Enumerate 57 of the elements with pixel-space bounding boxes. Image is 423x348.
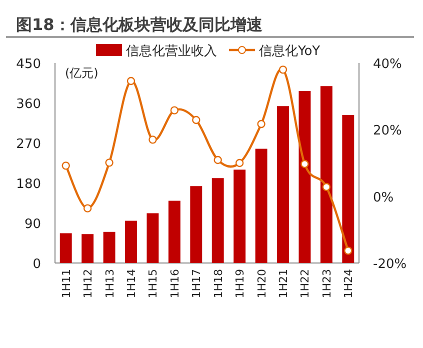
bar: [212, 178, 224, 263]
bar: [234, 170, 246, 263]
x-tick-label: 1H19: [234, 269, 247, 298]
bar: [82, 234, 94, 263]
bar: [103, 232, 116, 263]
y-tick-label: 360: [16, 97, 41, 112]
x-tick-label: 1H21: [277, 269, 290, 298]
y-tick-label: 90: [24, 217, 41, 232]
x-tick-label: 1H23: [320, 269, 334, 298]
point: [126, 76, 136, 86]
y2-tick-label: 40%: [373, 57, 402, 72]
y2-tick-label: -20%: [373, 257, 407, 272]
point: [105, 158, 114, 167]
y2-tick-label: 20%: [373, 124, 402, 139]
y-tick-label: 0: [32, 257, 41, 272]
bar: [146, 213, 159, 263]
y2-tick-label: 0%: [373, 190, 394, 206]
x-tick-label: 1H13: [103, 269, 116, 298]
x-tick-label: 1H15: [146, 269, 160, 298]
bar: [255, 148, 268, 263]
x-tick-label: 1H24: [342, 269, 356, 298]
point: [214, 156, 222, 164]
y-tick-label: 270: [16, 137, 41, 152]
bar: [277, 106, 289, 263]
bar: [342, 115, 354, 263]
y-tick-label: 180: [16, 177, 41, 192]
y-tick-label: 450: [16, 57, 41, 72]
bar: [60, 233, 72, 263]
point: [170, 106, 179, 114]
bar: [125, 220, 137, 263]
point: [148, 136, 157, 144]
point: [322, 182, 331, 192]
legend-label: 信息化YoY: [259, 44, 320, 59]
x-tick-label: 1H16: [168, 269, 182, 298]
x-tick-label: 1H12: [82, 269, 95, 298]
point: [344, 246, 352, 255]
legend-label: 信息化营业收入: [126, 44, 217, 59]
x-tick-label: 1H18: [212, 269, 225, 298]
point: [235, 158, 244, 168]
bar: [320, 86, 332, 263]
point: [83, 204, 92, 212]
point: [257, 120, 266, 128]
point: [62, 162, 70, 170]
bar: [168, 200, 180, 263]
legend-信息化营业收入: 信息化营业收入: [96, 44, 217, 59]
x-tick-label: 1H22: [298, 269, 312, 298]
point: [300, 160, 309, 168]
x-tick-label: 1H20: [255, 269, 268, 298]
chart-title: 图18：信息化板块营收及同比增速: [16, 15, 264, 34]
annotation: (亿元): [65, 66, 98, 80]
point: [192, 116, 200, 124]
x-tick-label: 1H14: [125, 269, 138, 298]
x-tick-label: 1H11: [60, 269, 73, 298]
bar: [298, 91, 311, 263]
point: [278, 66, 288, 74]
bar: [190, 186, 202, 263]
x-tick-label: 1H17: [190, 269, 204, 298]
